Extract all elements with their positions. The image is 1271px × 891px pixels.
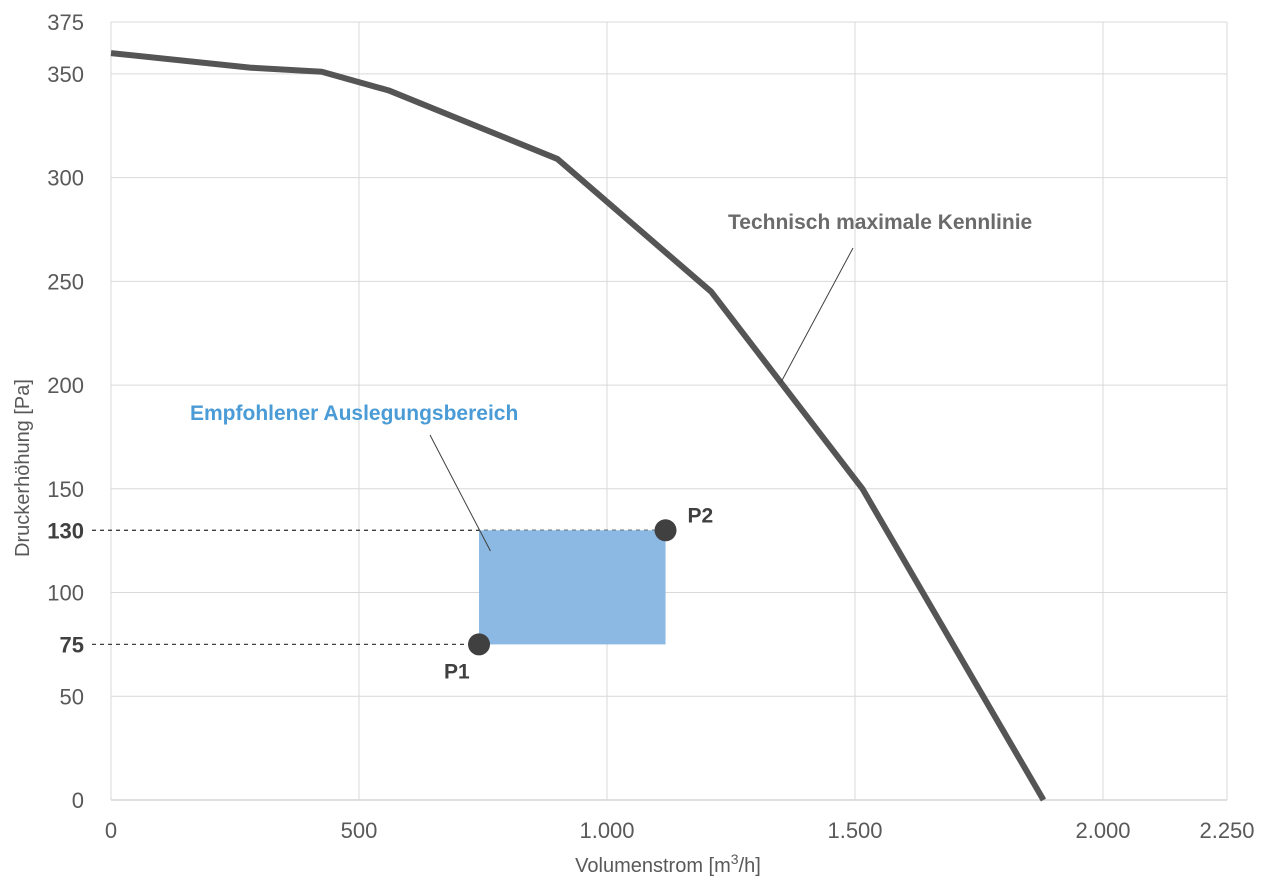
x-axis-title-superscript: 3 (731, 851, 739, 867)
annotation-leader-line (780, 247, 854, 384)
x-tick-label: 500 (341, 818, 378, 843)
y-tick-label: 350 (47, 62, 84, 87)
operating-point-marker (468, 633, 491, 656)
annotation-label: Technisch maximale Kennlinie (728, 211, 1032, 234)
annotations: Technisch maximale Kennlinie Empfohlener … (190, 211, 1032, 552)
y-tick-label: 100 (47, 581, 84, 606)
y-tick-label: 0 (72, 788, 84, 813)
operating-point-marker (654, 519, 677, 542)
x-tick-label: 1.500 (827, 818, 882, 843)
x-tick-label: 2.000 (1075, 818, 1130, 843)
y-tick-label: 75 (60, 632, 84, 657)
annotation-leader-line (429, 434, 491, 552)
y-tick-label: 130 (47, 518, 84, 543)
y-tick-label: 50 (60, 684, 84, 709)
y-axis-ticks: 0 50 75 100 130 150 200 250 300 350 375 (47, 10, 84, 813)
design-region-rect (479, 530, 666, 645)
y-tick-label: 375 (47, 10, 84, 35)
operating-points: P1 P2 (444, 504, 713, 683)
y-tick-label: 250 (47, 269, 84, 294)
characteristic-curve (110, 50, 1047, 802)
y-axis-title: Druckerhöhung [Pa] (12, 379, 34, 557)
y-tick-label: 300 (47, 166, 84, 191)
operating-point-label: P1 (444, 660, 470, 683)
x-axis-title: Volumenstrom [m3/h] (575, 851, 761, 877)
operating-point-label: P2 (688, 504, 714, 527)
x-tick-label: 1.000 (579, 818, 634, 843)
x-tick-label: 2.250 (1199, 818, 1254, 843)
x-axis-ticks: 0 500 1.000 1.500 2.000 2.250 (105, 818, 1255, 843)
x-axis-title-main: Volumenstrom [m (575, 855, 731, 877)
design-region (479, 530, 666, 645)
series-line (110, 50, 1047, 802)
reference-dashes (92, 529, 666, 646)
y-tick-label: 200 (47, 373, 84, 398)
y-tick-label: 150 (47, 477, 84, 502)
grid (110, 21, 1228, 801)
x-axis-title-end: /h] (739, 855, 761, 877)
x-tick-label: 0 (105, 818, 117, 843)
annotation-label: Empfohlener Auslegungsbereich (190, 402, 518, 425)
